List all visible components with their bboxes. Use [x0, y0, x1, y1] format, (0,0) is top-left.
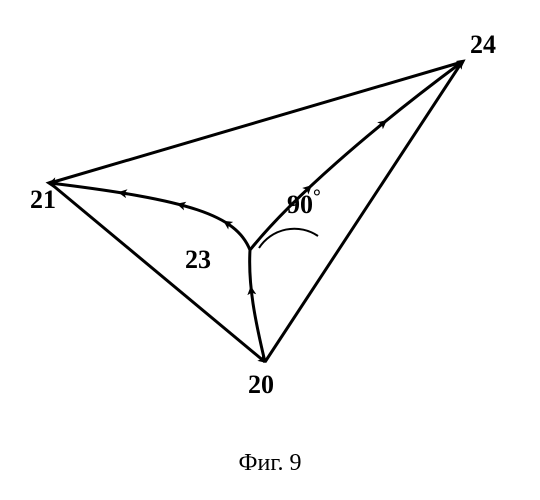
curve-arrowhead [383, 123, 384, 124]
curves-group [50, 62, 462, 362]
angle-arc [259, 229, 318, 248]
edge-n20-n24 [265, 62, 462, 362]
edge-n24-n21 [50, 62, 462, 183]
edge-n21-n20 [50, 183, 265, 362]
diagram-svg [0, 0, 540, 500]
curve-arrowhead [308, 188, 309, 189]
curve-arrowhead [227, 223, 228, 224]
curve-arrowhead [461, 62, 462, 63]
angle-arc-group [259, 229, 318, 248]
